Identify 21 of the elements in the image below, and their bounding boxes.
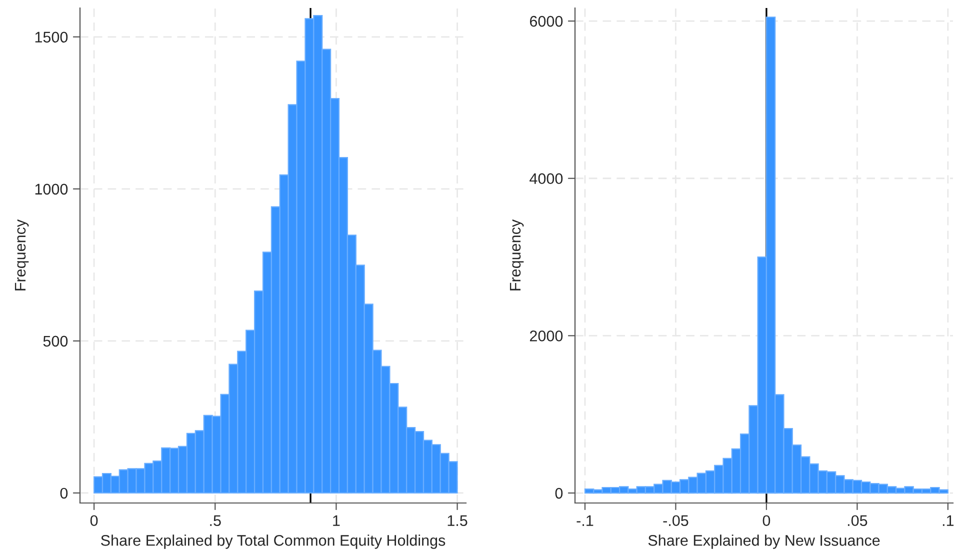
y-tick-label: 1000 — [35, 184, 68, 195]
x-tick-label: 0 — [762, 515, 770, 526]
y-axis-title: Frequency — [14, 219, 29, 290]
x-axis-title: Share Explained by New Issuance — [648, 534, 880, 549]
y-axis-title: Frequency — [510, 219, 524, 290]
y-tick-label: 0 — [555, 488, 563, 499]
x-tick-label: -.1 — [576, 515, 594, 526]
x-tick-label: .05 — [848, 515, 868, 526]
y-tick-label: 2000 — [530, 330, 563, 342]
x-tick-label: 1 — [333, 515, 340, 526]
y-tick-label: 6000 — [530, 16, 563, 27]
x-tick-label: 0 — [90, 515, 98, 526]
x-tick-label: .5 — [210, 515, 221, 526]
x-axis-title: Share Explained by Total Common Equity Holdings — [101, 534, 446, 549]
y-tick-label: 1500 — [35, 32, 68, 43]
y-tick-label: 4000 — [530, 173, 563, 184]
x-tick-label: -.05 — [663, 515, 688, 526]
x-tick-label: 1.5 — [448, 515, 468, 526]
y-tick-label: 0 — [60, 488, 68, 499]
x-tick-label: .1 — [942, 515, 954, 526]
y-tick-label: 500 — [43, 336, 68, 347]
